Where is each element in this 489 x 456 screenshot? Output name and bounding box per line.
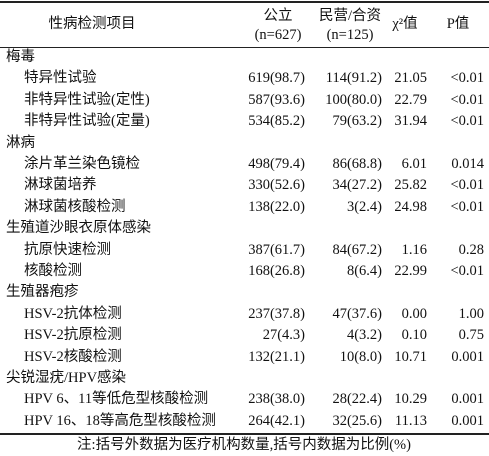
cell: 264(42.1) [248, 412, 305, 429]
cell: 0.001 [451, 348, 484, 365]
column-header: 公立 [263, 8, 293, 24]
row-label: 非特异性试验(定量) [24, 113, 150, 130]
row-label: 抗原快速检测 [24, 241, 111, 258]
cell: 84(67.2) [332, 241, 382, 258]
cell: 0.10 [401, 327, 427, 344]
cell: 10.29 [394, 391, 427, 408]
cell: 534(85.2) [248, 113, 305, 130]
cell: 28(22.4) [332, 391, 382, 408]
table-note: 注:括号外数据为医疗机构数量,括号内数据为比例(%) [77, 437, 411, 453]
header-rule [0, 47, 489, 48]
cell: <0.01 [450, 113, 484, 130]
cell: 32(25.6) [332, 412, 382, 429]
cell: 387(61.7) [248, 241, 305, 258]
cell: 100(80.0) [325, 91, 382, 108]
cell: 22.79 [394, 91, 427, 108]
cell: 237(37.8) [248, 305, 305, 322]
column-subheader: (n=627) [254, 27, 302, 43]
cell: 25.82 [394, 177, 427, 194]
group-label: 生殖道沙眼衣原体感染 [6, 220, 151, 237]
cell: 587(93.6) [248, 91, 305, 108]
column-header: χ²值 [392, 16, 418, 32]
cell: 6.01 [401, 156, 427, 172]
cell: 11.13 [394, 412, 427, 429]
cell: 86(68.8) [332, 156, 382, 172]
cell: 238(38.0) [248, 391, 305, 408]
cell: <0.01 [450, 70, 484, 87]
row-label: HPV 16、18等高危型核酸检测 [24, 412, 216, 429]
cell: 114(91.2) [325, 70, 382, 87]
cell: 22.99 [394, 263, 427, 279]
group-label: 生殖器疱疹 [6, 284, 79, 301]
cell: 0.001 [451, 391, 484, 408]
group-label: 尖锐湿疣/HPV感染 [6, 370, 127, 386]
cell: 27(4.3) [262, 327, 305, 344]
cell: 168(26.8) [248, 263, 305, 279]
cell: 0.001 [451, 412, 484, 429]
cell: 3(2.4) [346, 198, 382, 215]
row-label: 非特异性试验(定性) [24, 91, 150, 108]
cell: 0.014 [451, 156, 484, 172]
cell: <0.01 [450, 198, 484, 215]
column-header: 性病检测项目 [48, 16, 136, 32]
bottom-rule [0, 433, 489, 435]
cell: 21.05 [394, 70, 427, 87]
row-label: HSV-2核酸检测 [24, 348, 122, 365]
row-label: HPV 6、11等低危型核酸检测 [24, 391, 209, 408]
cell: 1.16 [401, 241, 427, 258]
cell: 1.00 [458, 305, 484, 322]
cell: 0.75 [458, 327, 484, 344]
column-header: P值 [446, 16, 470, 32]
row-label: HSV-2抗体检测 [24, 305, 122, 322]
top-rule [0, 1, 489, 3]
cell: 8(6.4) [346, 263, 382, 279]
row-label: HSV-2抗原检测 [24, 327, 122, 344]
cell: 4(3.2) [346, 327, 382, 344]
column-subheader: (n=125) [326, 27, 374, 43]
row-label: 特异性试验 [24, 70, 97, 87]
cell: 34(27.2) [332, 177, 382, 194]
column-header: 民营/合资 [318, 8, 382, 24]
cell: 31.94 [394, 113, 427, 130]
cell: 132(21.1) [248, 348, 305, 365]
row-label: 淋球菌核酸检测 [24, 198, 126, 215]
cell: 0.00 [401, 305, 427, 322]
cell: <0.01 [450, 263, 484, 279]
cell: 619(98.7) [248, 70, 305, 87]
cell: 47(37.6) [332, 305, 382, 322]
group-label: 淋病 [6, 134, 35, 151]
cell: <0.01 [450, 91, 484, 108]
group-label: 梅毒 [6, 49, 35, 65]
cell: 24.98 [394, 198, 427, 215]
cell: 0.28 [458, 241, 484, 258]
cell: 79(63.2) [332, 113, 382, 130]
cell: 498(79.4) [248, 156, 305, 172]
cell: 10.71 [394, 348, 427, 365]
row-label: 涂片革兰染色镜检 [24, 156, 140, 172]
row-label: 淋球菌培养 [24, 177, 97, 194]
cell: 138(22.0) [248, 198, 305, 215]
cell: 330(52.6) [248, 177, 305, 194]
cell: 10(8.0) [339, 348, 382, 365]
cell: <0.01 [450, 177, 484, 194]
row-label: 核酸检测 [24, 263, 82, 279]
